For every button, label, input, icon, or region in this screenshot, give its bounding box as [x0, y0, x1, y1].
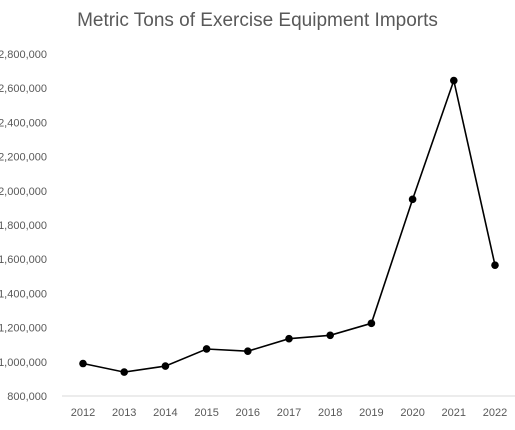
- x-tick-label: 2022: [483, 407, 507, 419]
- y-tick-label: 2,400,000: [0, 117, 47, 129]
- y-tick-label: 2,200,000: [0, 152, 47, 164]
- x-axis-ticks: 2012 2013 2014 2015 2016 2017 2018 2019 2020 2021…: [71, 407, 507, 419]
- x-tick-label: 2014: [153, 407, 177, 419]
- x-tick-label: 2016: [236, 407, 260, 419]
- data-point: [491, 261, 499, 269]
- data-points: [79, 76, 499, 376]
- y-axis-ticks: 800,000 1,000,000 1,200,000 1,400,000 1,600,…: [0, 49, 47, 403]
- y-tick-label: 1,600,000: [0, 254, 47, 266]
- series-line: [82, 77, 496, 373]
- chart-title: Metric Tons of Exercise Equipment Import…: [77, 10, 438, 31]
- x-tick-label: 2019: [359, 407, 383, 419]
- x-tick-label: 2020: [400, 407, 424, 419]
- y-tick-label: 2,000,000: [0, 186, 47, 198]
- y-tick-label: 1,400,000: [0, 288, 47, 300]
- y-tick-label: 2,600,000: [0, 83, 47, 95]
- data-point: [450, 76, 458, 85]
- y-tick-label: 2,800,000: [0, 49, 47, 61]
- y-tick-label: 800,000: [7, 391, 47, 403]
- x-tick-label: 2015: [194, 407, 218, 419]
- data-point: [408, 195, 417, 204]
- data-point: [326, 331, 335, 340]
- data-point: [79, 359, 87, 368]
- data-point: [120, 368, 128, 376]
- y-tick-label: 1,000,000: [0, 357, 47, 369]
- data-point: [367, 319, 376, 328]
- data-point: [202, 345, 211, 353]
- data-point: [285, 334, 293, 343]
- x-tick-label: 2013: [112, 407, 136, 419]
- y-tick-label: 1,800,000: [0, 220, 47, 232]
- x-tick-label: 2012: [71, 407, 95, 419]
- x-tick-label: 2021: [442, 407, 466, 419]
- data-point: [244, 347, 252, 355]
- x-tick-label: 2017: [277, 407, 301, 419]
- data-point: [161, 362, 170, 370]
- y-tick-label: 1,200,000: [0, 323, 47, 335]
- x-tick-label: 2018: [318, 407, 342, 419]
